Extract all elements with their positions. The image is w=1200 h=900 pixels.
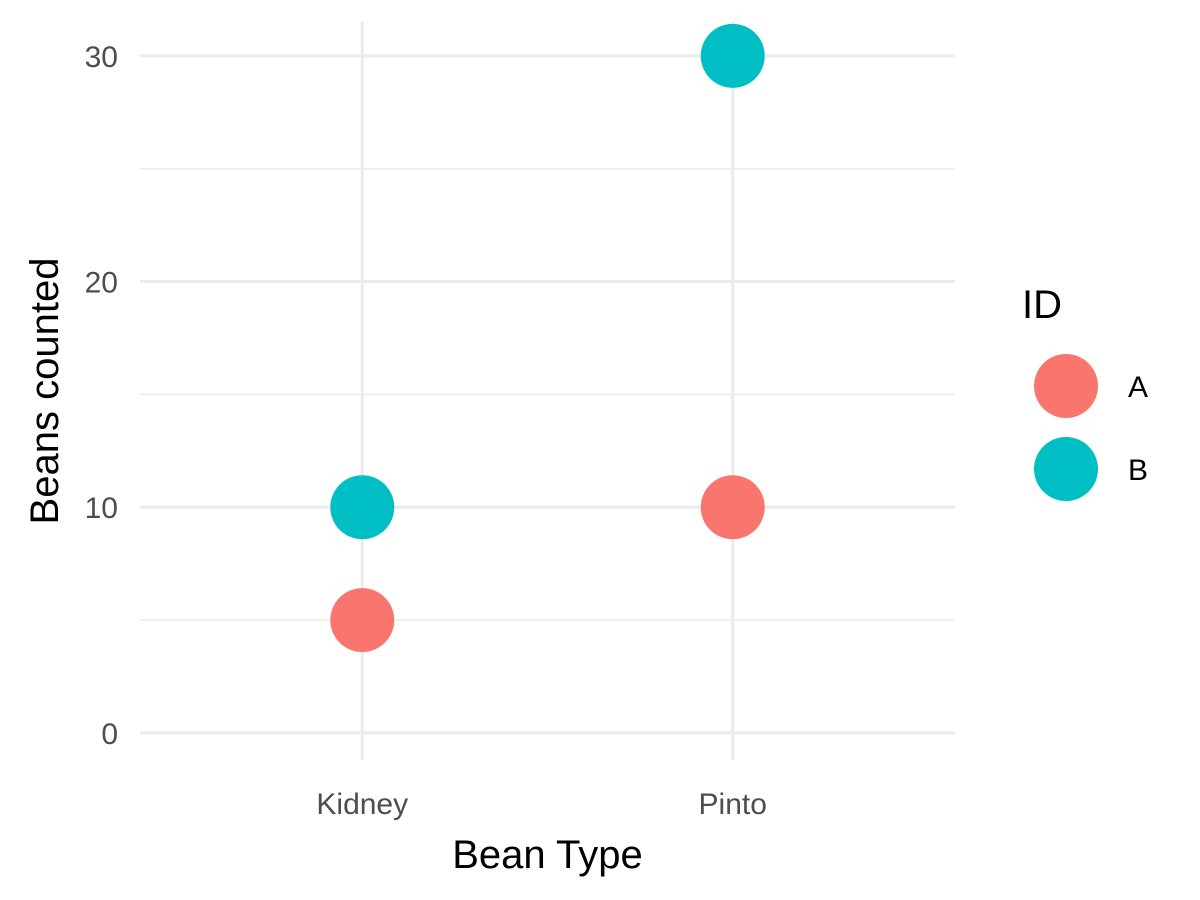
y-tick-label: 30	[85, 41, 118, 74]
y-tick-label: 10	[85, 492, 118, 525]
legend-items: AB	[1034, 354, 1148, 501]
grid-layer	[140, 22, 955, 760]
legend: ID AB	[1022, 283, 1148, 501]
x-tick-label: Pinto	[699, 788, 767, 821]
data-point-a	[700, 475, 765, 540]
x-axis-ticks: Kidney Pinto	[316, 788, 767, 821]
data-point-a	[330, 588, 395, 653]
y-axis-ticks: 0 10 20 30	[85, 41, 118, 751]
x-axis-title: Bean Type	[452, 833, 643, 877]
y-axis-title: Beans counted	[23, 258, 67, 525]
legend-key-b	[1034, 437, 1098, 501]
legend-label: A	[1128, 371, 1148, 404]
data-point-b	[330, 475, 395, 540]
y-tick-label: 0	[101, 718, 118, 751]
legend-title: ID	[1022, 283, 1062, 327]
data-point-b	[700, 23, 765, 88]
legend-label: B	[1128, 454, 1148, 487]
y-tick-label: 20	[85, 267, 118, 300]
legend-key-a	[1034, 354, 1098, 418]
data-points	[330, 23, 765, 653]
x-tick-label: Kidney	[316, 788, 408, 821]
